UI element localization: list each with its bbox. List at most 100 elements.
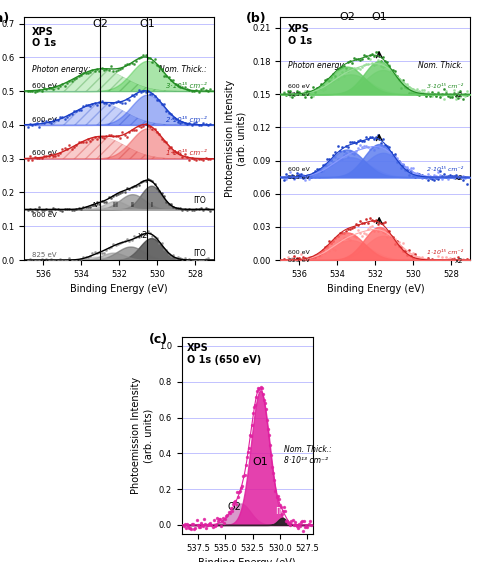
Point xyxy=(463,254,470,263)
Point xyxy=(167,252,175,261)
Point xyxy=(139,51,147,60)
Point xyxy=(301,176,309,185)
Point xyxy=(438,90,446,99)
Point xyxy=(440,172,448,181)
Point xyxy=(204,253,212,262)
Point xyxy=(409,163,417,172)
Point xyxy=(169,203,177,212)
Point xyxy=(59,145,66,154)
Point xyxy=(406,246,413,255)
Point xyxy=(65,254,73,263)
Point xyxy=(285,87,292,96)
Point xyxy=(151,55,158,64)
Point xyxy=(126,95,133,104)
Point xyxy=(450,171,458,180)
Point xyxy=(72,106,80,115)
Point xyxy=(291,251,299,260)
Point xyxy=(371,51,378,60)
Point xyxy=(295,254,302,263)
Point xyxy=(109,240,117,249)
Point xyxy=(327,238,335,247)
Point xyxy=(179,83,186,92)
Point xyxy=(332,246,339,255)
Point xyxy=(313,171,321,180)
Point xyxy=(295,170,302,179)
Point xyxy=(167,76,175,85)
Point xyxy=(356,65,364,74)
Point xyxy=(93,65,101,74)
Point xyxy=(399,75,407,84)
Point xyxy=(295,169,302,178)
Point xyxy=(315,253,323,262)
Point xyxy=(93,248,101,257)
Point xyxy=(61,81,69,90)
Point xyxy=(162,197,170,206)
Point xyxy=(461,91,468,100)
Point xyxy=(202,523,210,532)
Point xyxy=(116,239,124,248)
Point xyxy=(49,84,57,93)
Point xyxy=(188,86,195,95)
Point xyxy=(188,256,195,265)
Point xyxy=(197,255,205,264)
Point xyxy=(185,523,193,532)
Text: O1: O1 xyxy=(252,457,268,468)
Point xyxy=(45,207,52,216)
Point xyxy=(278,509,286,518)
Point xyxy=(142,229,149,238)
Point xyxy=(287,257,294,266)
Point xyxy=(254,383,262,392)
Point xyxy=(350,138,358,147)
Point xyxy=(288,253,296,262)
Point xyxy=(167,143,175,152)
Point xyxy=(440,94,448,103)
Point xyxy=(252,400,259,409)
Point xyxy=(202,85,209,94)
Point xyxy=(89,249,96,258)
Point xyxy=(408,251,415,260)
Point xyxy=(342,66,349,75)
Point xyxy=(416,86,423,95)
Point xyxy=(96,98,103,107)
Point xyxy=(397,76,405,85)
Point xyxy=(399,160,407,169)
Point xyxy=(416,253,423,262)
Point xyxy=(422,257,430,266)
Text: 600 eV: 600 eV xyxy=(288,167,310,173)
Point xyxy=(206,207,214,216)
Point xyxy=(330,76,337,85)
Point xyxy=(395,159,403,168)
Point xyxy=(436,166,444,175)
Point xyxy=(444,254,452,263)
Point xyxy=(26,205,34,214)
Point xyxy=(446,173,454,182)
Point xyxy=(126,128,133,137)
Point xyxy=(387,65,395,74)
Point xyxy=(340,229,348,238)
Point xyxy=(416,173,423,182)
Point xyxy=(334,155,341,164)
Point xyxy=(428,87,436,96)
Point xyxy=(418,170,425,179)
Point xyxy=(285,257,292,266)
Point xyxy=(56,112,64,121)
Point xyxy=(319,248,327,257)
Point xyxy=(132,182,140,191)
Point xyxy=(132,89,140,98)
Point xyxy=(348,230,356,239)
Point xyxy=(291,89,299,98)
Point xyxy=(304,523,312,532)
Text: IV: IV xyxy=(93,202,99,208)
Point xyxy=(54,151,61,160)
Point xyxy=(121,98,129,107)
Point xyxy=(29,256,36,265)
Point xyxy=(411,170,419,179)
Point xyxy=(24,87,32,96)
Point xyxy=(348,58,356,67)
Point xyxy=(79,138,87,147)
Point xyxy=(107,130,115,139)
Point xyxy=(426,257,433,266)
Point xyxy=(72,140,80,149)
Point xyxy=(305,252,312,261)
Point xyxy=(112,132,120,140)
